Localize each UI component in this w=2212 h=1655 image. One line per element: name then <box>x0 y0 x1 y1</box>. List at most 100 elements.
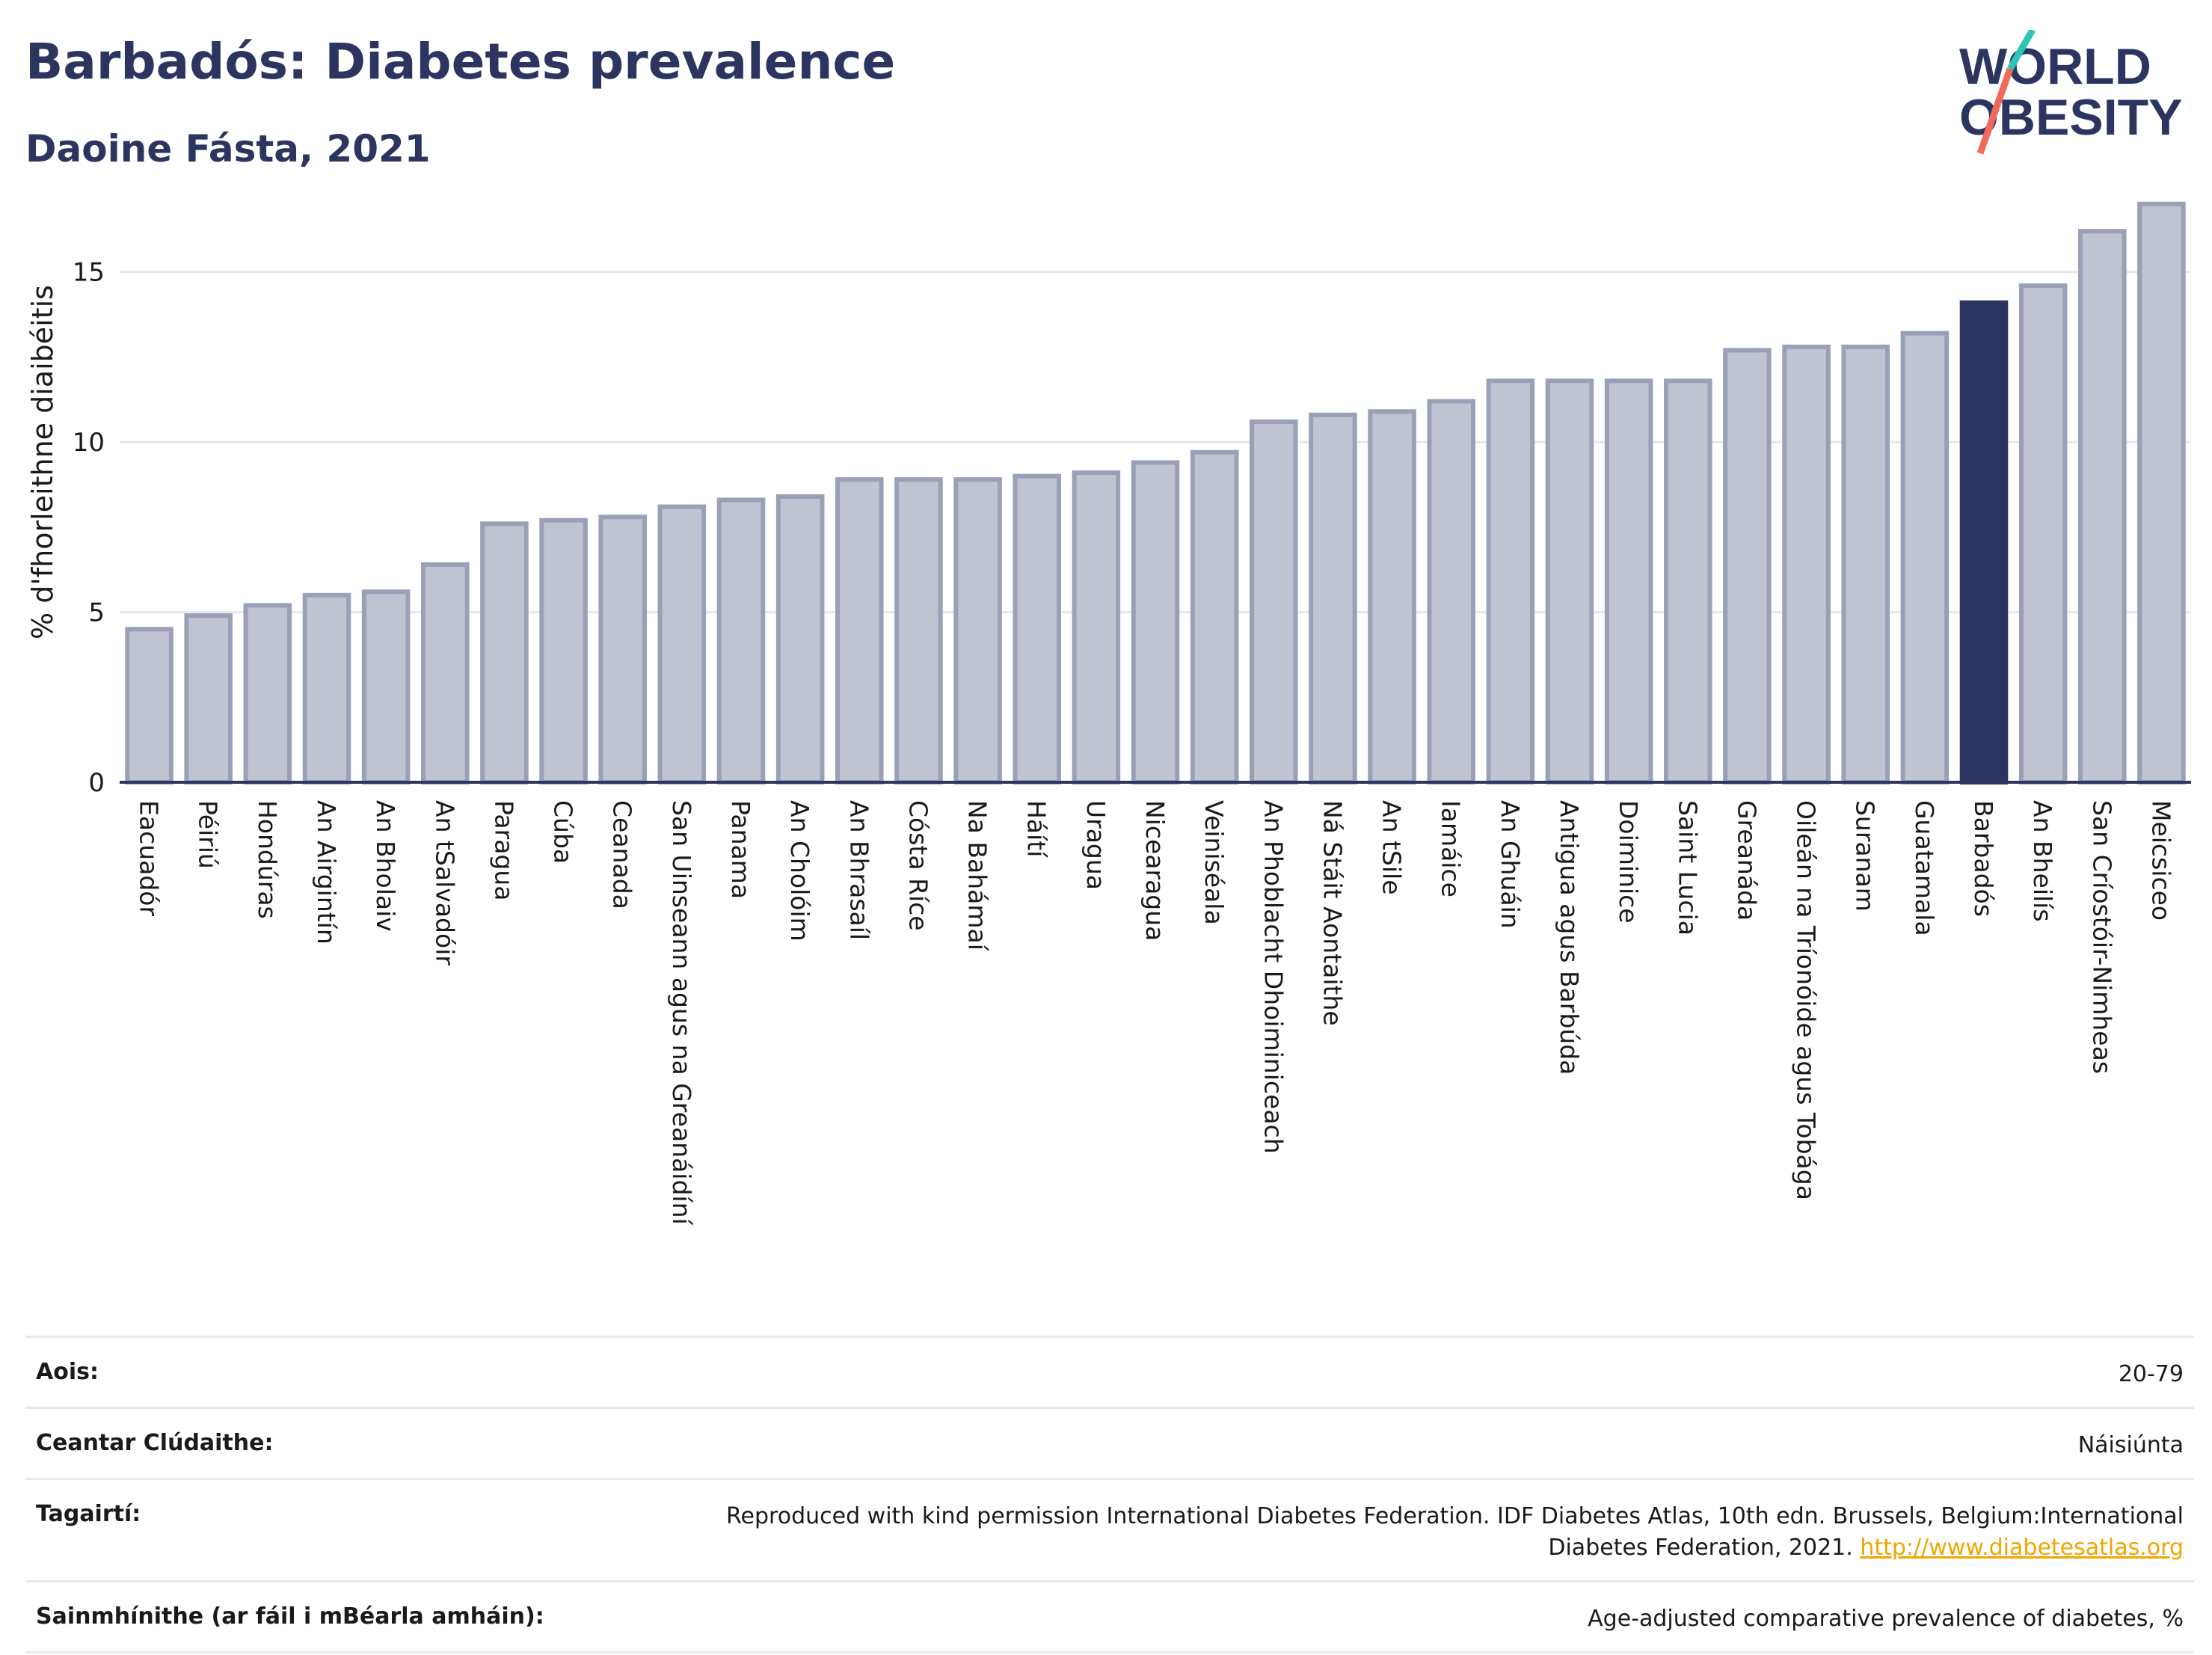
bar <box>953 477 1002 784</box>
bar <box>2078 229 2127 785</box>
bar <box>1545 378 1594 785</box>
footer-value: Náisiúnta <box>2077 1432 2184 1458</box>
footer-label: Sainmhínithe (ar fáil i mBéarla amháin): <box>36 1603 544 1630</box>
bar <box>1190 449 1239 784</box>
bar <box>657 504 707 785</box>
bar <box>2137 201 2186 784</box>
footer-label: Aois: <box>36 1359 99 1385</box>
x-tick-label: Barbadós <box>1969 800 1998 917</box>
bar <box>1486 378 1535 785</box>
x-tick-label: Guatamala <box>1910 800 1939 936</box>
x-tick-label: Antigua agus Barbúda <box>1555 800 1584 1075</box>
x-tick-label: Oileán na Tríonóide agus Tobága <box>1792 800 1821 1200</box>
bar <box>894 477 943 784</box>
footer-row-age: Aois: 20-79 <box>25 1336 2194 1407</box>
bar <box>1013 473 1061 785</box>
bar <box>539 518 588 784</box>
bar <box>598 515 647 784</box>
logo-slash-coral <box>1976 67 2014 155</box>
bar <box>243 603 292 785</box>
x-tick-label: Greanáda <box>1732 800 1761 921</box>
world-obesity-logo: WORLD OBESITY <box>1959 30 2183 155</box>
x-tick-label: An tSile <box>1377 800 1407 895</box>
bar <box>1900 331 1950 784</box>
metadata-table: Aois: 20-79 Ceantar Clúdaithe: Náisiúnta… <box>25 1336 2194 1654</box>
x-tick-label: An Ghuáin <box>1496 800 1525 929</box>
x-tick-label: Panama <box>726 800 755 899</box>
x-tick-label: San Críostóir-Nimheas <box>2087 800 2116 1074</box>
bar <box>716 497 766 784</box>
bar <box>1841 344 1890 785</box>
bar <box>184 613 233 784</box>
x-tick-label: Doiminice <box>1614 800 1643 924</box>
bar <box>421 562 470 784</box>
bar <box>125 627 173 784</box>
x-tick-label: Veiniséala <box>1199 800 1229 925</box>
x-tick-label: Hondúras <box>253 800 282 919</box>
x-tick-label: Nicearagua <box>1140 800 1170 941</box>
x-tick-label: Paragua <box>489 800 518 901</box>
x-tick-label: An Bholaiv <box>371 800 400 932</box>
footer-row-definitions: Sainmhínithe (ar fáil i mBéarla amháin):… <box>25 1580 2194 1654</box>
footer-label: Ceantar Clúdaithe: <box>36 1430 274 1456</box>
x-tick-label: An Phoblacht Dhoiminiceach <box>1259 800 1288 1154</box>
x-tick-label: Saint Lucia <box>1673 800 1702 936</box>
x-tick-label: An Cholóim <box>785 800 814 942</box>
bar <box>1368 409 1416 784</box>
x-tick-label: Ceanada <box>608 800 637 909</box>
x-tick-label: Háítí <box>1022 800 1051 859</box>
x-tick-label: An Airgintín <box>312 800 341 945</box>
x-tick-label: Ná Stáit Aontaithe <box>1318 800 1347 1026</box>
x-tick-label: An Bhrasaíl <box>844 800 873 940</box>
footer-label: Tagairtí: <box>36 1501 141 1527</box>
y-tick-label: 15 <box>73 258 105 288</box>
logo-slash-teal <box>2007 30 2036 71</box>
y-tick-label: 0 <box>88 768 105 798</box>
x-tick-label: Cósta Ríce <box>903 800 933 931</box>
logo-line1: WORLD <box>1959 38 2151 95</box>
x-tick-label: Na Bahámaí <box>963 800 992 952</box>
chart-subtitle: Daoine Fásta, 2021 <box>25 127 431 171</box>
bar-chart: 0 5 10 15 Eacuadór Péiriú Hondúras An Airgintí… <box>26 201 2191 1226</box>
x-tick-labels: Eacuadór Péiriú Hondúras An Airgintín An Bho… <box>135 800 2176 1226</box>
footer-value: Reproduced with kind permission Internat… <box>651 1501 2184 1564</box>
footer-value: 20-79 <box>2118 1361 2184 1387</box>
y-tick-label: 10 <box>73 428 105 458</box>
bar <box>1723 348 1772 784</box>
x-tick-label: An Bheilís <box>2028 800 2057 922</box>
bar <box>302 592 351 784</box>
footer-row-references: Tagairtí: Reproduced with kind permissio… <box>25 1478 2194 1580</box>
bar <box>1604 378 1653 785</box>
bar <box>1664 378 1712 785</box>
x-tick-label: Iamáice <box>1437 800 1466 897</box>
bar <box>1131 460 1180 784</box>
bar <box>775 494 825 784</box>
x-tick-label: Eacuadór <box>135 800 164 916</box>
bar <box>1250 419 1298 784</box>
y-axis-label: % d'fhorleithne diaibéitis <box>26 285 59 639</box>
footer-value: Age-adjusted comparative prevalence of d… <box>1588 1606 2184 1632</box>
bar <box>1309 412 1357 784</box>
x-tick-label: Meicsiceo <box>2146 800 2175 921</box>
x-tick-label: San Uinseann agus na Greanáidíní <box>667 800 696 1226</box>
bar-highlighted <box>1959 300 2009 784</box>
bar <box>835 477 884 784</box>
y-tick-label: 5 <box>88 598 105 628</box>
x-tick-label: Suranam <box>1851 800 1880 912</box>
footer-row-coverage: Ceantar Clúdaithe: Náisiúnta <box>25 1407 2194 1478</box>
x-tick-label: An tSalvadóir <box>430 800 459 965</box>
bar <box>361 589 411 785</box>
x-tick-label: Uragua <box>1081 800 1110 890</box>
y-tick-labels: 0 5 10 15 <box>73 258 105 798</box>
reference-text: Reproduced with kind permission Internat… <box>726 1503 2184 1561</box>
chart-title: Barbadós: Diabetes prevalence <box>25 33 896 90</box>
reference-link[interactable]: http://www.diabetesatlas.org <box>1860 1535 2184 1561</box>
bar <box>1072 470 1121 785</box>
bar <box>2018 283 2068 784</box>
bar <box>480 521 529 785</box>
bar <box>1782 344 1831 785</box>
bar <box>1427 399 1475 784</box>
bars <box>125 201 2186 785</box>
x-tick-label: Péiriú <box>194 800 223 869</box>
x-tick-label: Cúba <box>549 800 578 864</box>
